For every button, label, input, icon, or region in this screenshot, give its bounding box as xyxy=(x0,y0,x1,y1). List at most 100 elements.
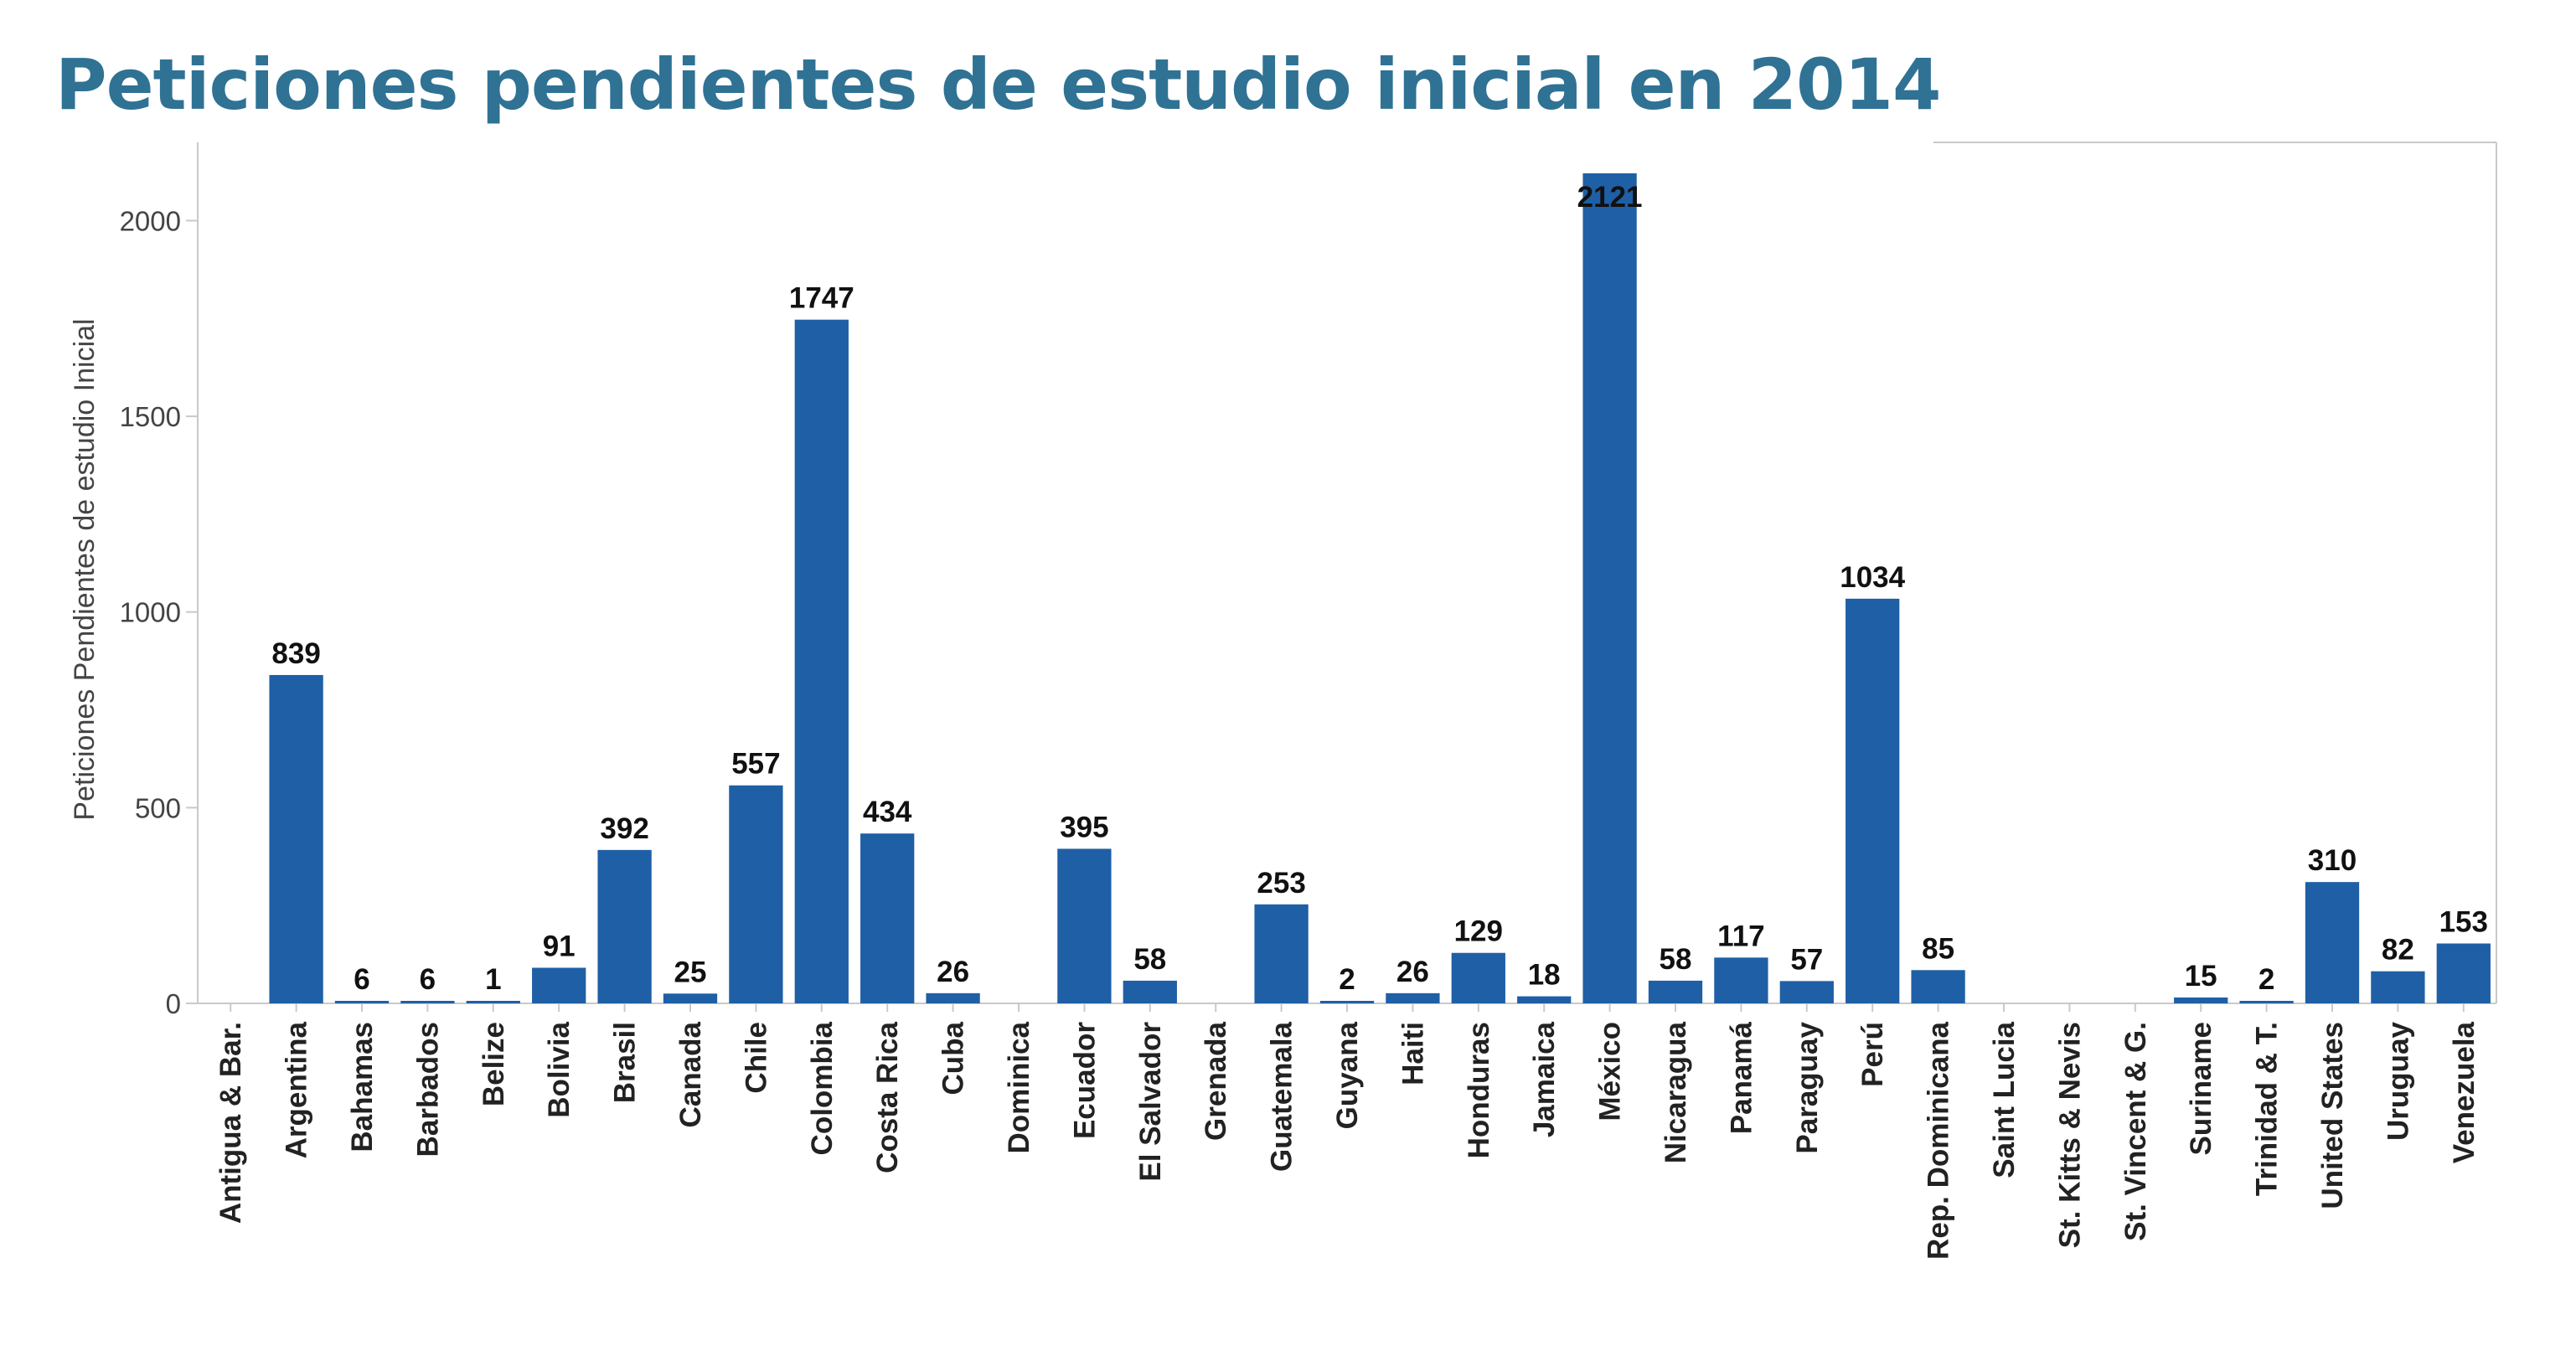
category-label: El Salvador xyxy=(1134,1022,1167,1182)
bar-value-label: 310 xyxy=(2308,844,2357,877)
bar xyxy=(334,1001,390,1003)
bar-value-label: 2 xyxy=(2259,963,2274,996)
bar-value-label: 6 xyxy=(420,963,436,996)
bar-value-label: 6 xyxy=(354,963,369,996)
bar xyxy=(1123,980,1177,1003)
bar xyxy=(663,993,718,1003)
bar xyxy=(926,992,980,1003)
category-label: Argentina xyxy=(281,1021,313,1158)
category-label: Venezuela xyxy=(2448,1021,2480,1163)
bar xyxy=(2174,997,2228,1003)
bar-value-label: 392 xyxy=(600,812,648,845)
bar xyxy=(1254,904,1309,1003)
category-label: Bahamas xyxy=(346,1022,379,1152)
bar-value-label: 253 xyxy=(1257,867,1305,900)
bar-value-label: 18 xyxy=(1528,959,1561,992)
bar-value-label: 91 xyxy=(543,930,576,962)
bar-value-label: 839 xyxy=(271,637,320,670)
bar xyxy=(1779,981,1834,1003)
bar-value-label: 2121 xyxy=(1577,181,1643,214)
bar-value-label: 58 xyxy=(1133,943,1166,976)
bar xyxy=(2305,882,2360,1003)
category-label: Belize xyxy=(478,1022,510,1106)
bar xyxy=(532,967,586,1003)
bar xyxy=(597,849,652,1003)
bar-value-label: 26 xyxy=(1396,956,1429,988)
category-label: Guyana xyxy=(1331,1021,1364,1129)
category-label: Colombia xyxy=(806,1021,839,1155)
bar-value-label: 434 xyxy=(863,796,912,828)
category-label: Honduras xyxy=(1463,1022,1495,1158)
category-label: Canada xyxy=(674,1021,707,1127)
bar-value-label: 153 xyxy=(2439,906,2488,939)
category-label: Dominica xyxy=(1003,1021,1035,1153)
bar-value-label: 129 xyxy=(1454,915,1503,948)
y-axis: 0 500 1000 1500 2000 xyxy=(120,205,198,1019)
value-labels: 839 6 6 1 91 392 25 557 1747 434 26 395 58 253 2 26 129 1… xyxy=(271,181,2488,996)
bar-value-label: 2 xyxy=(1339,963,1355,996)
category-label: Suriname xyxy=(2185,1022,2217,1156)
category-label: México xyxy=(1594,1022,1627,1121)
y-tick-label: 2000 xyxy=(120,205,181,236)
bar xyxy=(1846,598,1900,1003)
category-label: St. Vincent & G. xyxy=(2119,1022,2152,1241)
bar-value-label: 58 xyxy=(1660,943,1692,976)
category-label: Antigua & Bar. xyxy=(214,1022,247,1224)
category-label: Rep. Dominicana xyxy=(1923,1021,1955,1259)
category-label: St. Kitts & Nevis xyxy=(2053,1022,2086,1248)
y-tick-label: 0 xyxy=(166,988,181,1019)
bar xyxy=(1714,957,1768,1003)
bar xyxy=(794,319,849,1003)
category-label: Chile xyxy=(740,1022,772,1094)
bar-value-label: 395 xyxy=(1060,811,1108,843)
bar xyxy=(2371,971,2425,1003)
bar-value-label: 117 xyxy=(1717,920,1764,952)
bar-value-label: 1747 xyxy=(789,282,854,315)
category-label: Grenada xyxy=(1200,1021,1232,1141)
bar xyxy=(1582,173,1637,1003)
bar xyxy=(860,833,915,1003)
category-label: Uruguay xyxy=(2382,1021,2414,1141)
y-tick-label: 1000 xyxy=(120,597,181,628)
x-axis: Antigua & Bar. Argentina Bahamas Barbados Be… xyxy=(214,1003,2480,1260)
chart-title: Peticiones pendientes de estudio inicial… xyxy=(55,44,1941,126)
bar-value-label: 85 xyxy=(1922,932,1954,965)
category-label: United States xyxy=(2316,1022,2349,1209)
bar-value-label: 557 xyxy=(731,748,780,781)
bar xyxy=(269,674,323,1003)
bar xyxy=(1451,952,1505,1003)
category-label: Perú xyxy=(1856,1022,1889,1087)
category-label: Trinidad & T. xyxy=(2251,1022,2284,1196)
bar xyxy=(1319,1001,1375,1003)
bar-value-label: 26 xyxy=(937,956,969,988)
category-label: Nicaragua xyxy=(1660,1021,1692,1163)
category-label: Guatemala xyxy=(1266,1021,1298,1171)
y-axis-label: Peticiones Pendientes de estudio Inicial xyxy=(69,318,101,820)
bar xyxy=(1517,996,1572,1003)
bar xyxy=(1911,970,1965,1003)
bar xyxy=(1386,992,1440,1003)
category-label: Saint Lucia xyxy=(1988,1021,2021,1178)
category-label: Cuba xyxy=(937,1021,970,1095)
category-label: Paraguay xyxy=(1791,1021,1824,1153)
bar-value-label: 25 xyxy=(674,956,707,988)
bar-value-label: 57 xyxy=(1790,943,1823,976)
category-label: Brasil xyxy=(609,1022,642,1103)
category-label: Bolivia xyxy=(543,1021,576,1117)
y-tick-label: 1500 xyxy=(120,401,181,432)
bar xyxy=(1648,980,1703,1003)
category-label: Jamaica xyxy=(1528,1021,1561,1137)
plot-frame xyxy=(197,142,2497,1004)
category-label: Ecuador xyxy=(1068,1022,1101,1139)
bar xyxy=(729,785,783,1003)
category-label: Costa Rica xyxy=(871,1021,904,1173)
bar-value-label: 82 xyxy=(2382,934,2414,967)
y-tick-label: 500 xyxy=(135,792,181,823)
category-label: Panamá xyxy=(1725,1021,1758,1134)
bar xyxy=(1057,848,1112,1003)
bars xyxy=(269,173,2491,1003)
bar xyxy=(400,1001,455,1003)
category-label: Barbados xyxy=(411,1022,444,1157)
bar-value-label: 15 xyxy=(2185,960,2217,992)
